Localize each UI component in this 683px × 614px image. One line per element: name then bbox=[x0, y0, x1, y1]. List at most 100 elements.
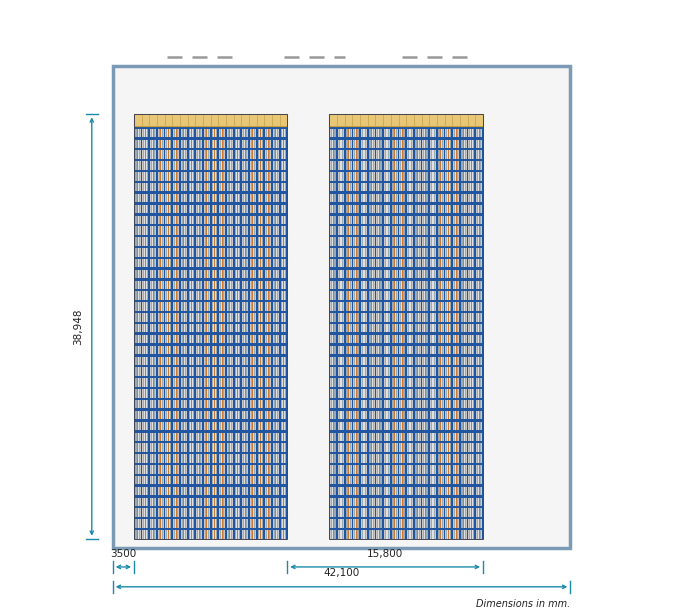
Bar bbox=[421, 259, 422, 267]
Bar bbox=[254, 346, 255, 354]
Bar bbox=[164, 324, 165, 333]
Bar bbox=[425, 357, 426, 365]
Bar bbox=[362, 172, 363, 181]
Bar bbox=[231, 172, 232, 181]
Bar bbox=[195, 216, 196, 224]
Bar bbox=[260, 292, 261, 300]
Bar bbox=[214, 465, 215, 473]
Bar bbox=[385, 335, 386, 343]
Bar bbox=[383, 378, 384, 387]
Bar bbox=[238, 150, 240, 159]
Bar bbox=[329, 432, 331, 441]
Bar bbox=[148, 204, 150, 213]
Bar bbox=[258, 150, 260, 159]
Bar bbox=[348, 172, 349, 181]
Bar bbox=[225, 422, 226, 430]
Bar bbox=[346, 150, 348, 159]
Bar bbox=[471, 150, 472, 159]
Bar bbox=[206, 292, 207, 300]
Bar bbox=[379, 194, 380, 202]
Bar bbox=[180, 204, 181, 213]
Bar bbox=[438, 172, 440, 181]
Bar bbox=[197, 270, 198, 278]
Bar bbox=[188, 259, 189, 267]
Bar bbox=[419, 497, 420, 506]
Bar bbox=[255, 259, 257, 267]
Bar bbox=[405, 292, 406, 300]
Bar bbox=[200, 183, 201, 192]
Bar bbox=[408, 150, 409, 159]
Bar bbox=[143, 204, 144, 213]
Bar bbox=[371, 367, 372, 376]
Bar bbox=[436, 139, 437, 148]
Bar bbox=[134, 400, 135, 408]
Bar bbox=[223, 194, 225, 202]
Bar bbox=[251, 454, 252, 463]
Bar bbox=[220, 150, 221, 159]
Bar bbox=[237, 161, 238, 169]
Bar bbox=[405, 216, 406, 224]
Bar bbox=[235, 497, 236, 506]
Bar bbox=[143, 389, 144, 398]
Bar bbox=[414, 335, 415, 343]
Bar bbox=[145, 129, 146, 137]
Bar bbox=[432, 367, 434, 376]
Bar bbox=[195, 227, 196, 235]
Bar bbox=[248, 443, 249, 452]
Bar bbox=[448, 150, 449, 159]
Bar bbox=[444, 194, 445, 202]
Bar bbox=[271, 400, 272, 408]
Bar bbox=[451, 530, 452, 538]
Bar bbox=[388, 422, 389, 430]
Bar bbox=[477, 204, 478, 213]
Bar bbox=[277, 378, 278, 387]
Bar bbox=[480, 150, 482, 159]
Bar bbox=[185, 465, 186, 473]
Bar bbox=[193, 411, 194, 419]
Bar bbox=[226, 129, 227, 137]
Bar bbox=[193, 378, 194, 387]
Bar bbox=[137, 292, 138, 300]
Bar bbox=[240, 454, 241, 463]
Bar bbox=[204, 378, 206, 387]
Bar bbox=[425, 161, 426, 169]
Bar bbox=[331, 411, 332, 419]
Bar bbox=[269, 248, 270, 257]
Bar bbox=[141, 443, 143, 452]
Bar bbox=[204, 519, 206, 528]
Bar bbox=[168, 497, 169, 506]
Bar bbox=[431, 237, 432, 246]
Bar bbox=[339, 357, 340, 365]
Bar bbox=[189, 204, 191, 213]
Bar bbox=[371, 389, 372, 398]
Bar bbox=[466, 465, 468, 473]
Bar bbox=[436, 519, 437, 528]
Bar bbox=[151, 465, 152, 473]
Bar bbox=[370, 237, 371, 246]
Bar bbox=[162, 183, 163, 192]
Bar bbox=[206, 443, 207, 452]
Bar bbox=[331, 519, 332, 528]
Bar bbox=[377, 194, 378, 202]
Bar bbox=[431, 367, 432, 376]
Bar bbox=[240, 400, 241, 408]
Bar bbox=[448, 313, 449, 322]
Bar bbox=[164, 422, 165, 430]
Bar bbox=[174, 281, 175, 289]
Bar bbox=[235, 519, 236, 528]
Bar bbox=[333, 259, 334, 267]
Bar bbox=[400, 248, 401, 257]
Bar bbox=[186, 389, 188, 398]
Bar bbox=[428, 400, 429, 408]
Bar bbox=[377, 183, 378, 192]
Bar bbox=[158, 530, 160, 538]
Bar bbox=[243, 378, 244, 387]
Bar bbox=[423, 259, 424, 267]
Bar bbox=[438, 204, 440, 213]
Bar bbox=[411, 270, 413, 278]
Bar bbox=[482, 519, 483, 528]
Bar bbox=[154, 313, 155, 322]
Bar bbox=[449, 183, 451, 192]
Bar bbox=[227, 150, 229, 159]
Bar bbox=[477, 237, 478, 246]
